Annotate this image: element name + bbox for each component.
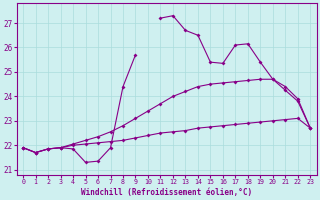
X-axis label: Windchill (Refroidissement éolien,°C): Windchill (Refroidissement éolien,°C) — [81, 188, 252, 197]
